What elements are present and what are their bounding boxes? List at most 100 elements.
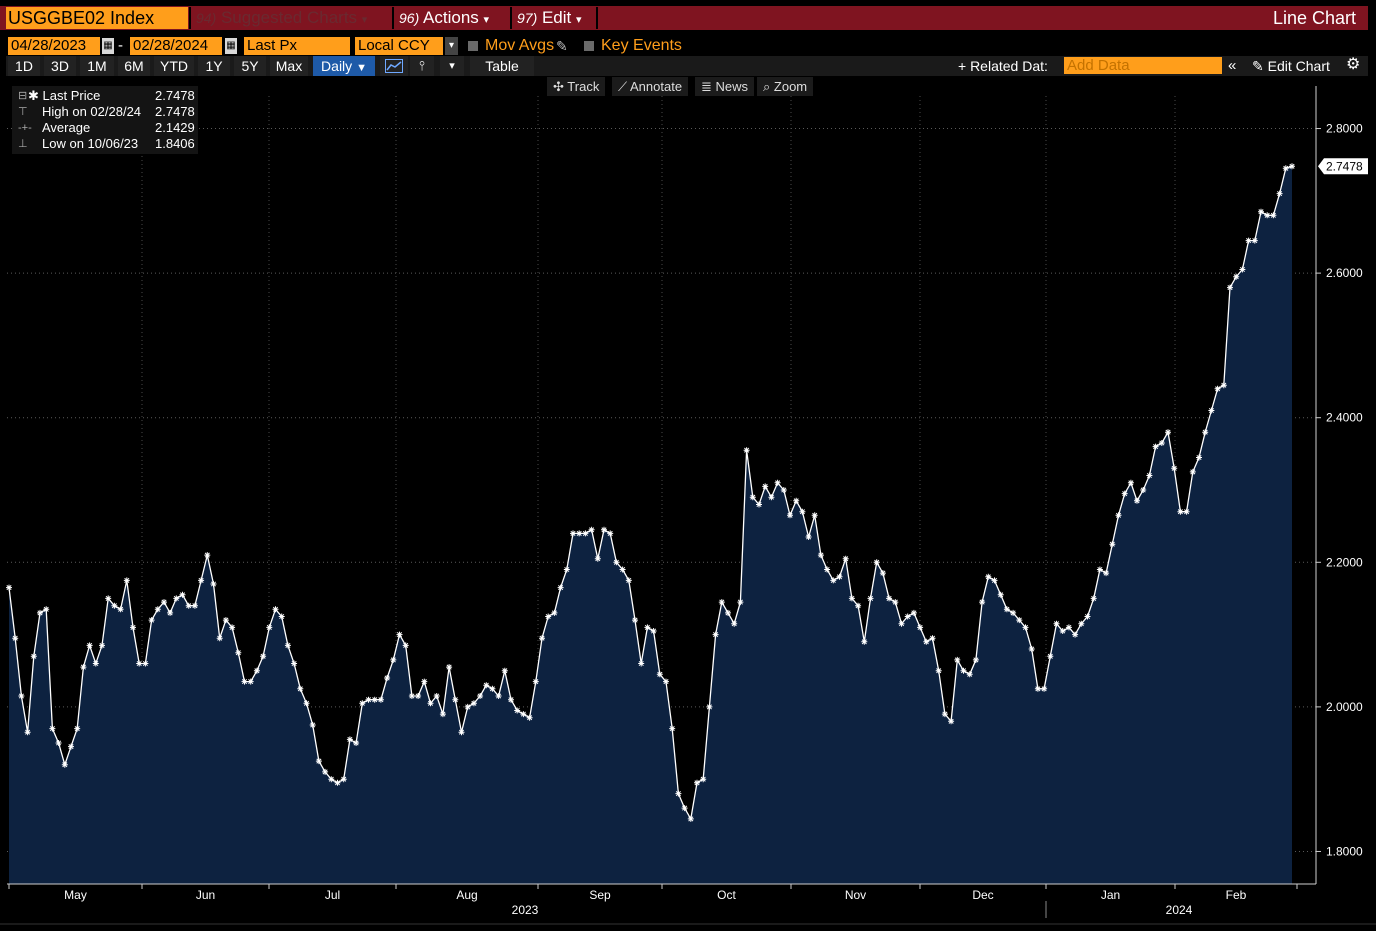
ticker-field[interactable]: USGGBE02 Index [6,7,188,29]
edit-chart-button[interactable]: ✎ Edit Chart [1252,58,1330,74]
data-point [1115,512,1122,519]
data-point [582,530,589,537]
data-point [855,602,862,609]
data-point [1016,617,1023,624]
tree-collapse-icon[interactable]: ⊟ [18,90,28,102]
y-tick-label: 1.8000 [1326,844,1363,858]
data-point [743,447,750,454]
mov-avgs-checkbox[interactable] [468,41,478,51]
data-point [1227,284,1233,291]
data-point [675,790,682,797]
chevron-down-icon[interactable]: ▾ [440,56,464,76]
line-chart-type-icon[interactable] [380,56,408,76]
data-point [1084,613,1091,620]
period-3d[interactable]: 3D [44,56,76,76]
data-point [247,678,254,685]
data-point [390,656,397,663]
data-point [334,779,341,786]
data-point [910,609,917,616]
key-events-label[interactable]: Key Events [601,37,682,54]
data-point [997,591,1004,598]
data-point [601,526,607,533]
period-1m[interactable]: 1M [80,56,114,76]
data-point [898,620,905,627]
currency-selector[interactable]: Local CCY [355,37,443,55]
end-date-input[interactable]: 02/28/2024 [130,37,222,55]
data-point [1041,685,1048,692]
data-point [148,617,155,624]
data-point [241,678,248,685]
start-date-input[interactable]: 04/28/2023 [8,37,100,55]
data-point [985,573,992,580]
data-point [130,624,136,631]
low-marker-icon: ⊥ [18,138,28,150]
annotate-icon: ⟋ [618,79,628,94]
table-button[interactable]: Table [470,56,534,76]
add-data-input[interactable]: Add Data [1064,57,1222,74]
period-ytd[interactable]: YTD [154,56,194,76]
calendar-icon[interactable]: ▦ [102,38,114,54]
data-point [408,693,415,699]
data-point [1152,443,1159,450]
data-point [365,696,372,703]
chevron-down-icon[interactable]: ▾ [445,37,458,55]
data-point [111,602,118,609]
data-point [309,722,316,728]
data-point [253,667,260,674]
track-tool[interactable]: ✣ Track [547,77,606,96]
data-point [1047,653,1054,660]
key-events-checkbox[interactable] [584,41,594,51]
average-marker-icon: -+- [18,122,32,134]
field-selector[interactable]: Last Px [244,37,350,55]
data-point [452,696,459,703]
data-point [873,559,880,566]
data-point [1251,237,1258,244]
data-point [359,700,366,707]
frequency-selector[interactable]: Daily ▼ [313,56,375,76]
period-6m[interactable]: 6M [118,56,150,76]
data-point [328,776,335,783]
year-label: 2023 [512,903,539,917]
data-point [904,613,911,620]
data-point [861,638,868,645]
data-point [74,725,81,732]
news-tool[interactable]: ≣ News [695,77,755,96]
data-point [520,711,527,718]
data-point [625,577,632,584]
data-point [260,653,267,660]
data-point [61,761,68,768]
data-point [99,642,105,649]
mov-avgs-label[interactable]: Mov Avgs [485,37,555,54]
related-data-label[interactable]: + Related Dat: [958,58,1048,74]
data-point [1245,237,1252,244]
data-point [346,736,353,743]
bar-chart-type-icon[interactable]: ⫯ [410,56,434,76]
legend-average: Average [42,120,91,135]
period-1d[interactable]: 1D [8,56,40,76]
data-point [632,617,638,624]
y-tick-label: 2.0000 [1326,700,1363,714]
data-point [433,693,440,699]
calendar-icon[interactable]: ▦ [225,38,237,54]
period-max[interactable]: Max [270,56,308,76]
menu-edit[interactable]: 97) Edit ▾ [517,8,582,27]
data-point [464,703,471,710]
zoom-tool[interactable]: ⌕ Zoom [757,77,814,96]
legend-high-value: 2.7478 [155,104,195,119]
data-point [427,700,434,707]
pencil-icon[interactable]: ✎ [556,38,568,54]
data-point [1109,541,1116,548]
period-1y[interactable]: 1Y [198,56,230,76]
annotate-tool[interactable]: ⟋ Annotate [612,77,689,96]
data-point [55,740,62,746]
date-separator: - [118,37,123,54]
data-point [198,577,205,584]
menu-actions[interactable]: 96) Actions ▾ [399,8,490,27]
data-point [1276,190,1283,197]
collapse-icon[interactable]: « [1228,57,1237,74]
period-5y[interactable]: 5Y [234,56,266,76]
menu-suggested-charts[interactable]: 94) Suggested Charts ▾ [196,8,368,27]
gear-icon[interactable]: ⚙ [1346,56,1361,73]
data-point [210,581,217,587]
